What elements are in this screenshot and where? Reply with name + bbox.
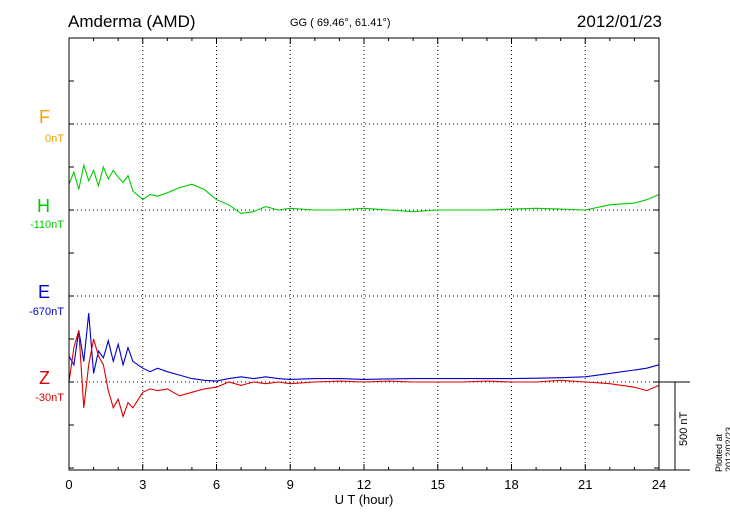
x-tick-label: 24 [652,477,666,492]
x-tick-label: 0 [65,477,72,492]
station-title: Amderma (AMD) [68,12,196,31]
component-baseline-f: 0nT [45,133,64,145]
x-tick-label: 9 [287,477,294,492]
x-tick-label: 6 [213,477,220,492]
x-tick-label: 12 [357,477,371,492]
component-letter-f: F [39,107,50,127]
component-baseline-h: -110nT [29,219,64,231]
x-tick-label: 18 [504,477,518,492]
component-baseline-z: -30nT [35,392,64,404]
x-tick-label: 3 [139,477,146,492]
coordinates-label: GG ( 69.46°, 61.41°) [290,17,391,29]
plotted-at-note: Plotted at 2012/02/23 01:01 UT [714,426,730,472]
series-line-z [68,330,660,419]
x-axis-label: U T (hour) [335,492,394,507]
chart-grid [69,38,659,470]
x-tick-label: 15 [431,477,445,492]
component-letter-h: H [37,196,50,216]
component-letter-z: Z [39,368,50,388]
series-line-h [68,163,660,214]
tick-marks: 0 3 6 9 12 15 18 21 24 U T (hour) [65,38,666,507]
date-label: 2012/01/23 [576,12,662,31]
component-letter-e: E [37,282,50,302]
x-tick-label: 21 [578,477,592,492]
scale-bar-label: 500 nT [678,411,690,446]
scale-bar [659,381,690,471]
component-baseline-e: -670nT [29,306,64,318]
series-line-e [68,313,660,382]
series-layer [68,163,660,419]
